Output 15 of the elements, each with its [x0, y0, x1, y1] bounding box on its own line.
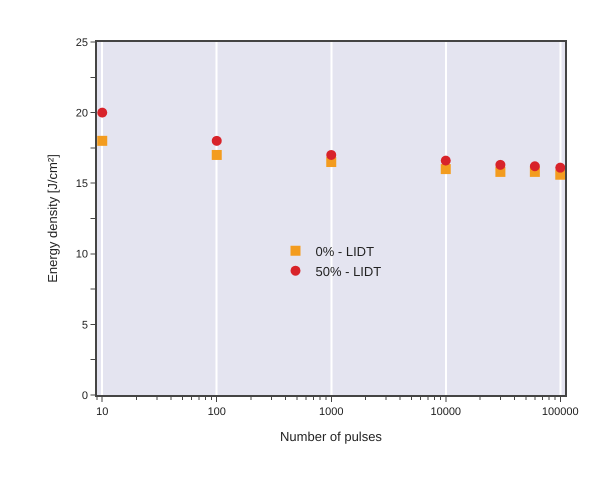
y-tick-label: 10: [76, 248, 88, 261]
x-tick-label: 10000: [430, 406, 462, 418]
x-axis-title: Number of pulses: [280, 429, 382, 444]
legend-label: 50% - LIDT: [316, 264, 382, 279]
x-tick-label: 100: [208, 406, 226, 418]
y-tick-label: 25: [76, 36, 88, 49]
legend-label: 0% - LIDT: [316, 244, 374, 259]
y-axis-title: Energy density [J/cm²]: [45, 154, 60, 283]
y-tick-label: 15: [76, 178, 88, 190]
y-tick-label: 5: [82, 319, 88, 332]
y-tick-label: 0: [82, 390, 88, 402]
x-tick-label: 1000: [319, 406, 344, 418]
y-tick-label: 20: [76, 107, 88, 120]
x-tick-label: 10: [96, 406, 108, 418]
x-tick-label: 100000: [542, 406, 579, 418]
